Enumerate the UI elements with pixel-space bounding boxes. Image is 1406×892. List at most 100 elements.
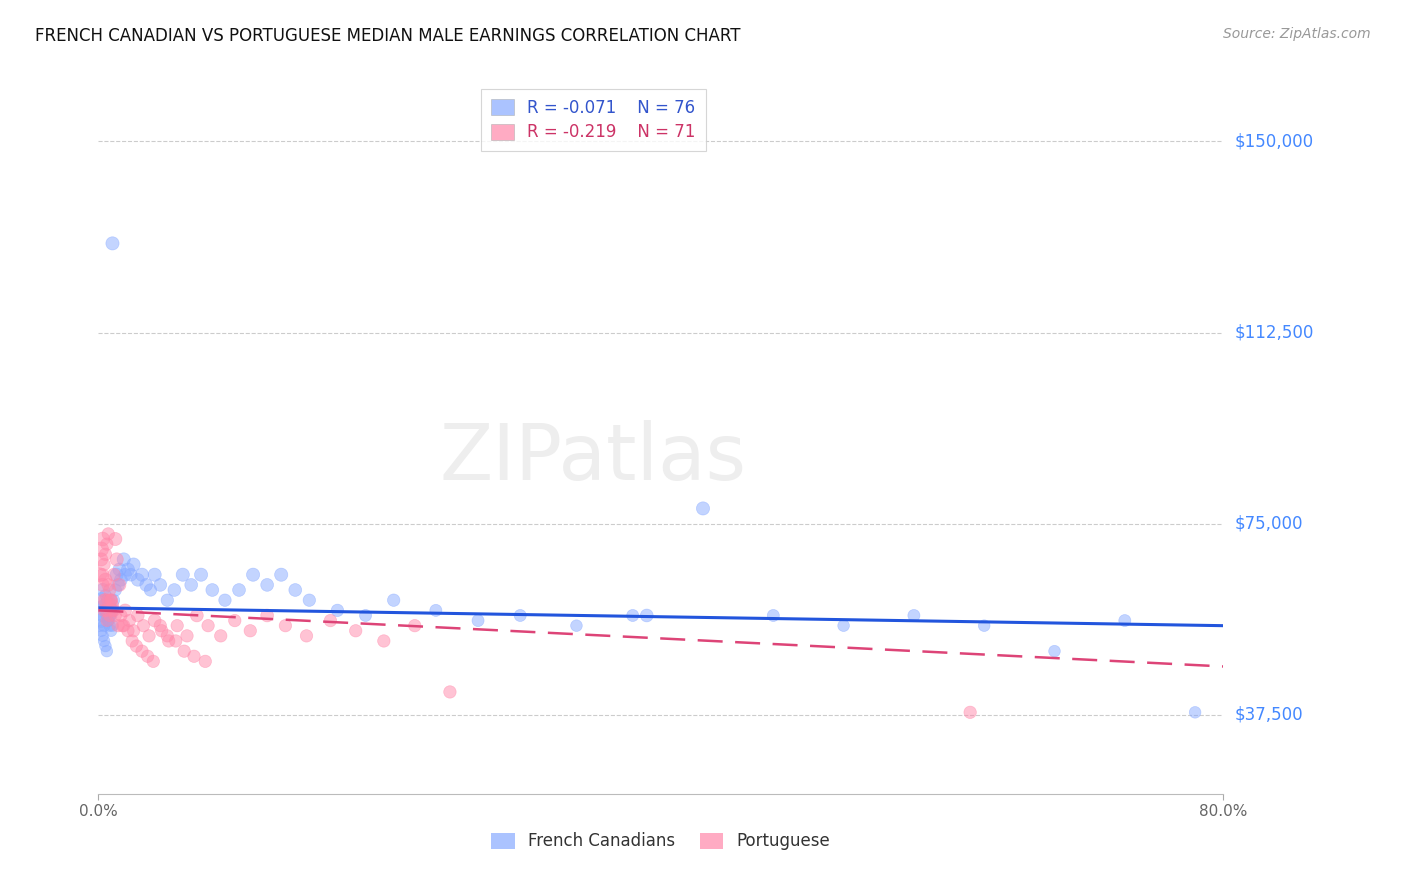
Point <box>163 582 186 597</box>
Point <box>110 573 132 587</box>
Point <box>90 542 112 557</box>
Point <box>762 608 785 623</box>
Point <box>89 603 111 617</box>
Point <box>110 608 132 623</box>
Text: $75,000: $75,000 <box>1234 515 1303 533</box>
Point <box>180 578 202 592</box>
Point <box>93 634 115 648</box>
Point <box>150 624 173 638</box>
Point <box>509 608 531 623</box>
Point <box>373 634 395 648</box>
Point <box>157 634 180 648</box>
Point <box>143 567 166 582</box>
Point <box>101 603 124 617</box>
Point <box>101 599 124 613</box>
Point <box>565 618 588 632</box>
Point <box>274 618 297 632</box>
Point <box>239 624 262 638</box>
Point <box>142 654 165 668</box>
Point <box>425 603 447 617</box>
Point <box>91 629 114 643</box>
Point <box>270 567 292 582</box>
Point <box>104 608 127 623</box>
Point <box>183 649 205 664</box>
Point <box>117 624 139 638</box>
Point <box>96 644 118 658</box>
Point <box>138 629 160 643</box>
Point <box>90 624 112 638</box>
Point <box>256 578 278 592</box>
Point <box>97 614 120 628</box>
Point <box>176 629 198 643</box>
Point <box>103 603 125 617</box>
Point <box>91 608 114 623</box>
Point <box>112 552 135 566</box>
Point <box>96 608 118 623</box>
Point <box>156 593 179 607</box>
Point <box>90 614 112 628</box>
Point <box>1184 706 1206 720</box>
Point <box>166 618 188 632</box>
Point <box>93 603 115 617</box>
Point <box>96 537 118 551</box>
Point <box>114 567 136 582</box>
Point <box>284 582 307 597</box>
Point <box>122 624 145 638</box>
Text: ZIPatlas: ZIPatlas <box>440 420 747 497</box>
Point <box>131 644 153 658</box>
Point <box>91 578 114 592</box>
Point <box>242 567 264 582</box>
Point <box>98 608 121 623</box>
Point <box>122 558 145 572</box>
Point <box>832 618 855 632</box>
Legend: French Canadians, Portuguese: French Canadians, Portuguese <box>485 826 837 857</box>
Text: $37,500: $37,500 <box>1234 706 1303 724</box>
Point <box>101 603 124 617</box>
Point <box>98 599 121 613</box>
Point <box>89 567 111 582</box>
Point <box>127 573 149 587</box>
Text: Source: ZipAtlas.com: Source: ZipAtlas.com <box>1223 27 1371 41</box>
Point <box>108 563 131 577</box>
Point <box>132 618 155 632</box>
Point <box>117 563 139 577</box>
Point <box>959 706 981 720</box>
Point <box>114 603 136 617</box>
Point <box>111 618 134 632</box>
Point <box>91 582 114 597</box>
Point <box>973 618 995 632</box>
Point <box>127 608 149 623</box>
Point <box>101 618 124 632</box>
Point <box>209 629 232 643</box>
Point <box>93 593 115 607</box>
Point <box>89 618 111 632</box>
Point <box>149 578 172 592</box>
Point <box>100 593 122 607</box>
Point <box>228 582 250 597</box>
Point <box>120 567 142 582</box>
Point <box>100 593 122 607</box>
Point <box>326 603 349 617</box>
Point <box>101 236 124 251</box>
Point <box>903 608 925 623</box>
Point <box>125 639 148 653</box>
Point <box>94 603 117 617</box>
Point <box>224 614 246 628</box>
Point <box>319 614 342 628</box>
Point <box>97 593 120 607</box>
Point <box>692 501 714 516</box>
Point <box>103 593 125 607</box>
Point <box>201 582 224 597</box>
Point <box>94 573 117 587</box>
Point <box>149 618 172 632</box>
Point <box>91 532 114 546</box>
Point <box>93 599 115 613</box>
Point <box>344 624 367 638</box>
Point <box>186 608 208 623</box>
Point <box>100 593 122 607</box>
Point <box>94 547 117 561</box>
Point <box>105 552 128 566</box>
Point <box>295 629 318 643</box>
Point <box>197 618 219 632</box>
Text: FRENCH CANADIAN VS PORTUGUESE MEDIAN MALE EARNINGS CORRELATION CHART: FRENCH CANADIAN VS PORTUGUESE MEDIAN MAL… <box>35 27 741 45</box>
